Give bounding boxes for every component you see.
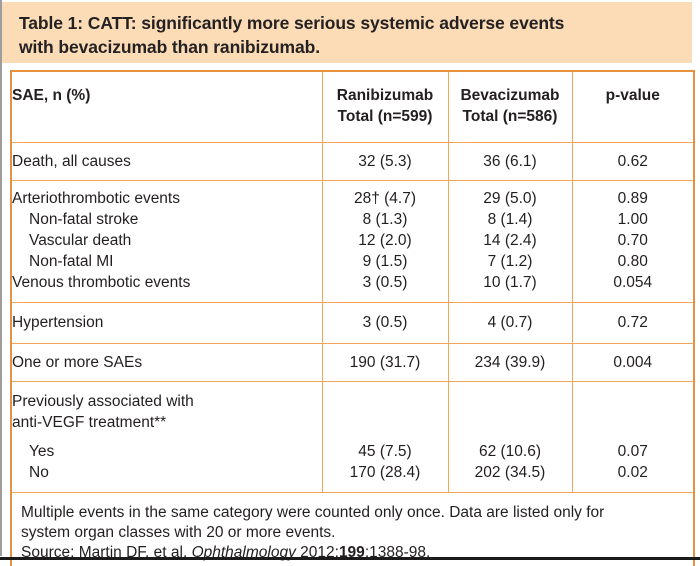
source-volume: 199	[338, 544, 365, 561]
ranibizumab-value: 3 (0.5)	[321, 272, 448, 303]
footnote-cell: Multiple events in the same category wer…	[11, 492, 694, 566]
ranibizumab-value: 28† (4.7)	[321, 180, 448, 209]
row-label: Arteriothrombotic events	[11, 180, 322, 209]
header-cell-pvalue: p-value	[571, 71, 694, 143]
ranibizumab-value: 170 (28.4)	[321, 462, 448, 493]
bevacizumab-value: 36 (6.1)	[447, 142, 572, 181]
source-citation: Source: Martin DF, et al. Ophthalmology …	[21, 543, 679, 563]
header-ranibizumab-line-2: Total (n=599)	[337, 108, 433, 125]
ranibizumab-value: 190 (31.7)	[321, 343, 448, 382]
bevacizumab-value: 4 (0.7)	[447, 302, 572, 344]
table-title-block: Table 1: CATT: significantly more seriou…	[2, 2, 692, 63]
bevacizumab-value	[447, 381, 572, 441]
footnote-line-2: system organ classes with 20 or more eve…	[21, 524, 336, 541]
row-label: Venous thrombotic events	[12, 274, 191, 291]
row-label: Previously associated with anti-VEGF tre…	[11, 381, 322, 441]
row-label: Yes	[29, 443, 55, 460]
header-row: SAE, n (%) Ranibizumab Total (n=599) Bev…	[11, 71, 694, 143]
header-cell-sae: SAE, n (%)	[12, 87, 91, 104]
p-value: 0.80	[571, 251, 694, 272]
bevacizumab-value: 14 (2.4)	[447, 230, 572, 251]
p-value	[571, 381, 694, 441]
row-arteriothrombotic-events: Arteriothrombotic events 28† (4.7) 29 (5…	[11, 180, 694, 209]
header-cell-bevacizumab: Bevacizumab Total (n=586)	[447, 71, 572, 143]
adverse-events-table: SAE, n (%) Ranibizumab Total (n=599) Bev…	[10, 70, 695, 566]
row-label: Non-fatal stroke	[29, 211, 139, 228]
p-value: 0.054	[571, 272, 694, 303]
bevacizumab-value: 234 (39.9)	[447, 343, 572, 382]
p-value: 0.02	[571, 462, 694, 493]
row-death-all-causes: Death, all causes 32 (5.3) 36 (6.1) 0.62	[11, 142, 694, 181]
source-pages: :1388-98.	[364, 544, 431, 561]
table-title-line-2: with bevacizumab than ranibizumab.	[19, 37, 320, 57]
bevacizumab-value: 8 (1.4)	[447, 209, 572, 230]
bevacizumab-value: 29 (5.0)	[447, 180, 572, 209]
p-value: 1.00	[571, 209, 694, 230]
row-label-line-2: anti-VEGF treatment**	[12, 414, 167, 431]
source-prefix: Source: Martin DF, et al.	[21, 544, 192, 561]
row-label: No	[29, 464, 49, 481]
ranibizumab-value	[321, 381, 448, 441]
footnote-row: Multiple events in the same category wer…	[11, 492, 694, 566]
row-no: No 170 (28.4) 202 (34.5) 0.02	[11, 462, 694, 493]
bevacizumab-value: 202 (34.5)	[447, 462, 572, 493]
bevacizumab-value: 62 (10.6)	[447, 441, 572, 462]
source-year: 2012;	[295, 544, 339, 561]
header-ranibizumab-line-1: Ranibizumab	[336, 87, 434, 104]
row-non-fatal-mi: Non-fatal MI 9 (1.5) 7 (1.2) 0.80	[11, 251, 694, 272]
page-left-edge-line	[0, 0, 2, 556]
ranibizumab-value: 8 (1.3)	[321, 209, 448, 230]
row-label: Vascular death	[29, 232, 132, 249]
header-bevacizumab-line-2: Total (n=586)	[462, 108, 558, 125]
header-cell-ranibizumab: Ranibizumab Total (n=599)	[321, 71, 448, 143]
bevacizumab-value: 10 (1.7)	[447, 272, 572, 303]
row-vascular-death: Vascular death 12 (2.0) 14 (2.4) 0.70	[11, 230, 694, 251]
row-one-or-more-saes: One or more SAEs 190 (31.7) 234 (39.9) 0…	[11, 343, 694, 382]
row-previously-associated-anti-vegf: Previously associated with anti-VEGF tre…	[11, 381, 694, 441]
table-title-line-1: Table 1: CATT: significantly more seriou…	[19, 13, 565, 33]
p-value: 0.004	[571, 343, 694, 382]
source-journal-name: Ophthalmology	[191, 544, 296, 561]
row-venous-thrombotic-events: Venous thrombotic events 3 (0.5) 10 (1.7…	[11, 272, 694, 303]
p-value: 0.89	[571, 180, 694, 209]
ranibizumab-value: 12 (2.0)	[321, 230, 448, 251]
row-non-fatal-stroke: Non-fatal stroke 8 (1.3) 8 (1.4) 1.00	[11, 209, 694, 230]
row-label: One or more SAEs	[11, 343, 322, 382]
ranibizumab-value: 45 (7.5)	[321, 441, 448, 462]
p-value: 0.72	[571, 302, 694, 344]
row-label: Hypertension	[11, 302, 322, 344]
p-value: 0.07	[571, 441, 694, 462]
footnote-line-1: Multiple events in the same category wer…	[21, 504, 605, 521]
row-label: Death, all causes	[11, 142, 322, 181]
bevacizumab-value: 7 (1.2)	[447, 251, 572, 272]
ranibizumab-value: 32 (5.3)	[321, 142, 448, 181]
ranibizumab-value: 3 (0.5)	[321, 302, 448, 344]
bottom-horizontal-rule	[0, 557, 700, 560]
row-hypertension: Hypertension 3 (0.5) 4 (0.7) 0.72	[11, 302, 694, 344]
header-bevacizumab-line-1: Bevacizumab	[460, 87, 560, 104]
row-label: Non-fatal MI	[29, 253, 114, 270]
row-yes: Yes 45 (7.5) 62 (10.6) 0.07	[11, 441, 694, 462]
p-value: 0.62	[571, 142, 694, 181]
ranibizumab-value: 9 (1.5)	[321, 251, 448, 272]
row-label-line-1: Previously associated with	[12, 393, 194, 410]
p-value: 0.70	[571, 230, 694, 251]
